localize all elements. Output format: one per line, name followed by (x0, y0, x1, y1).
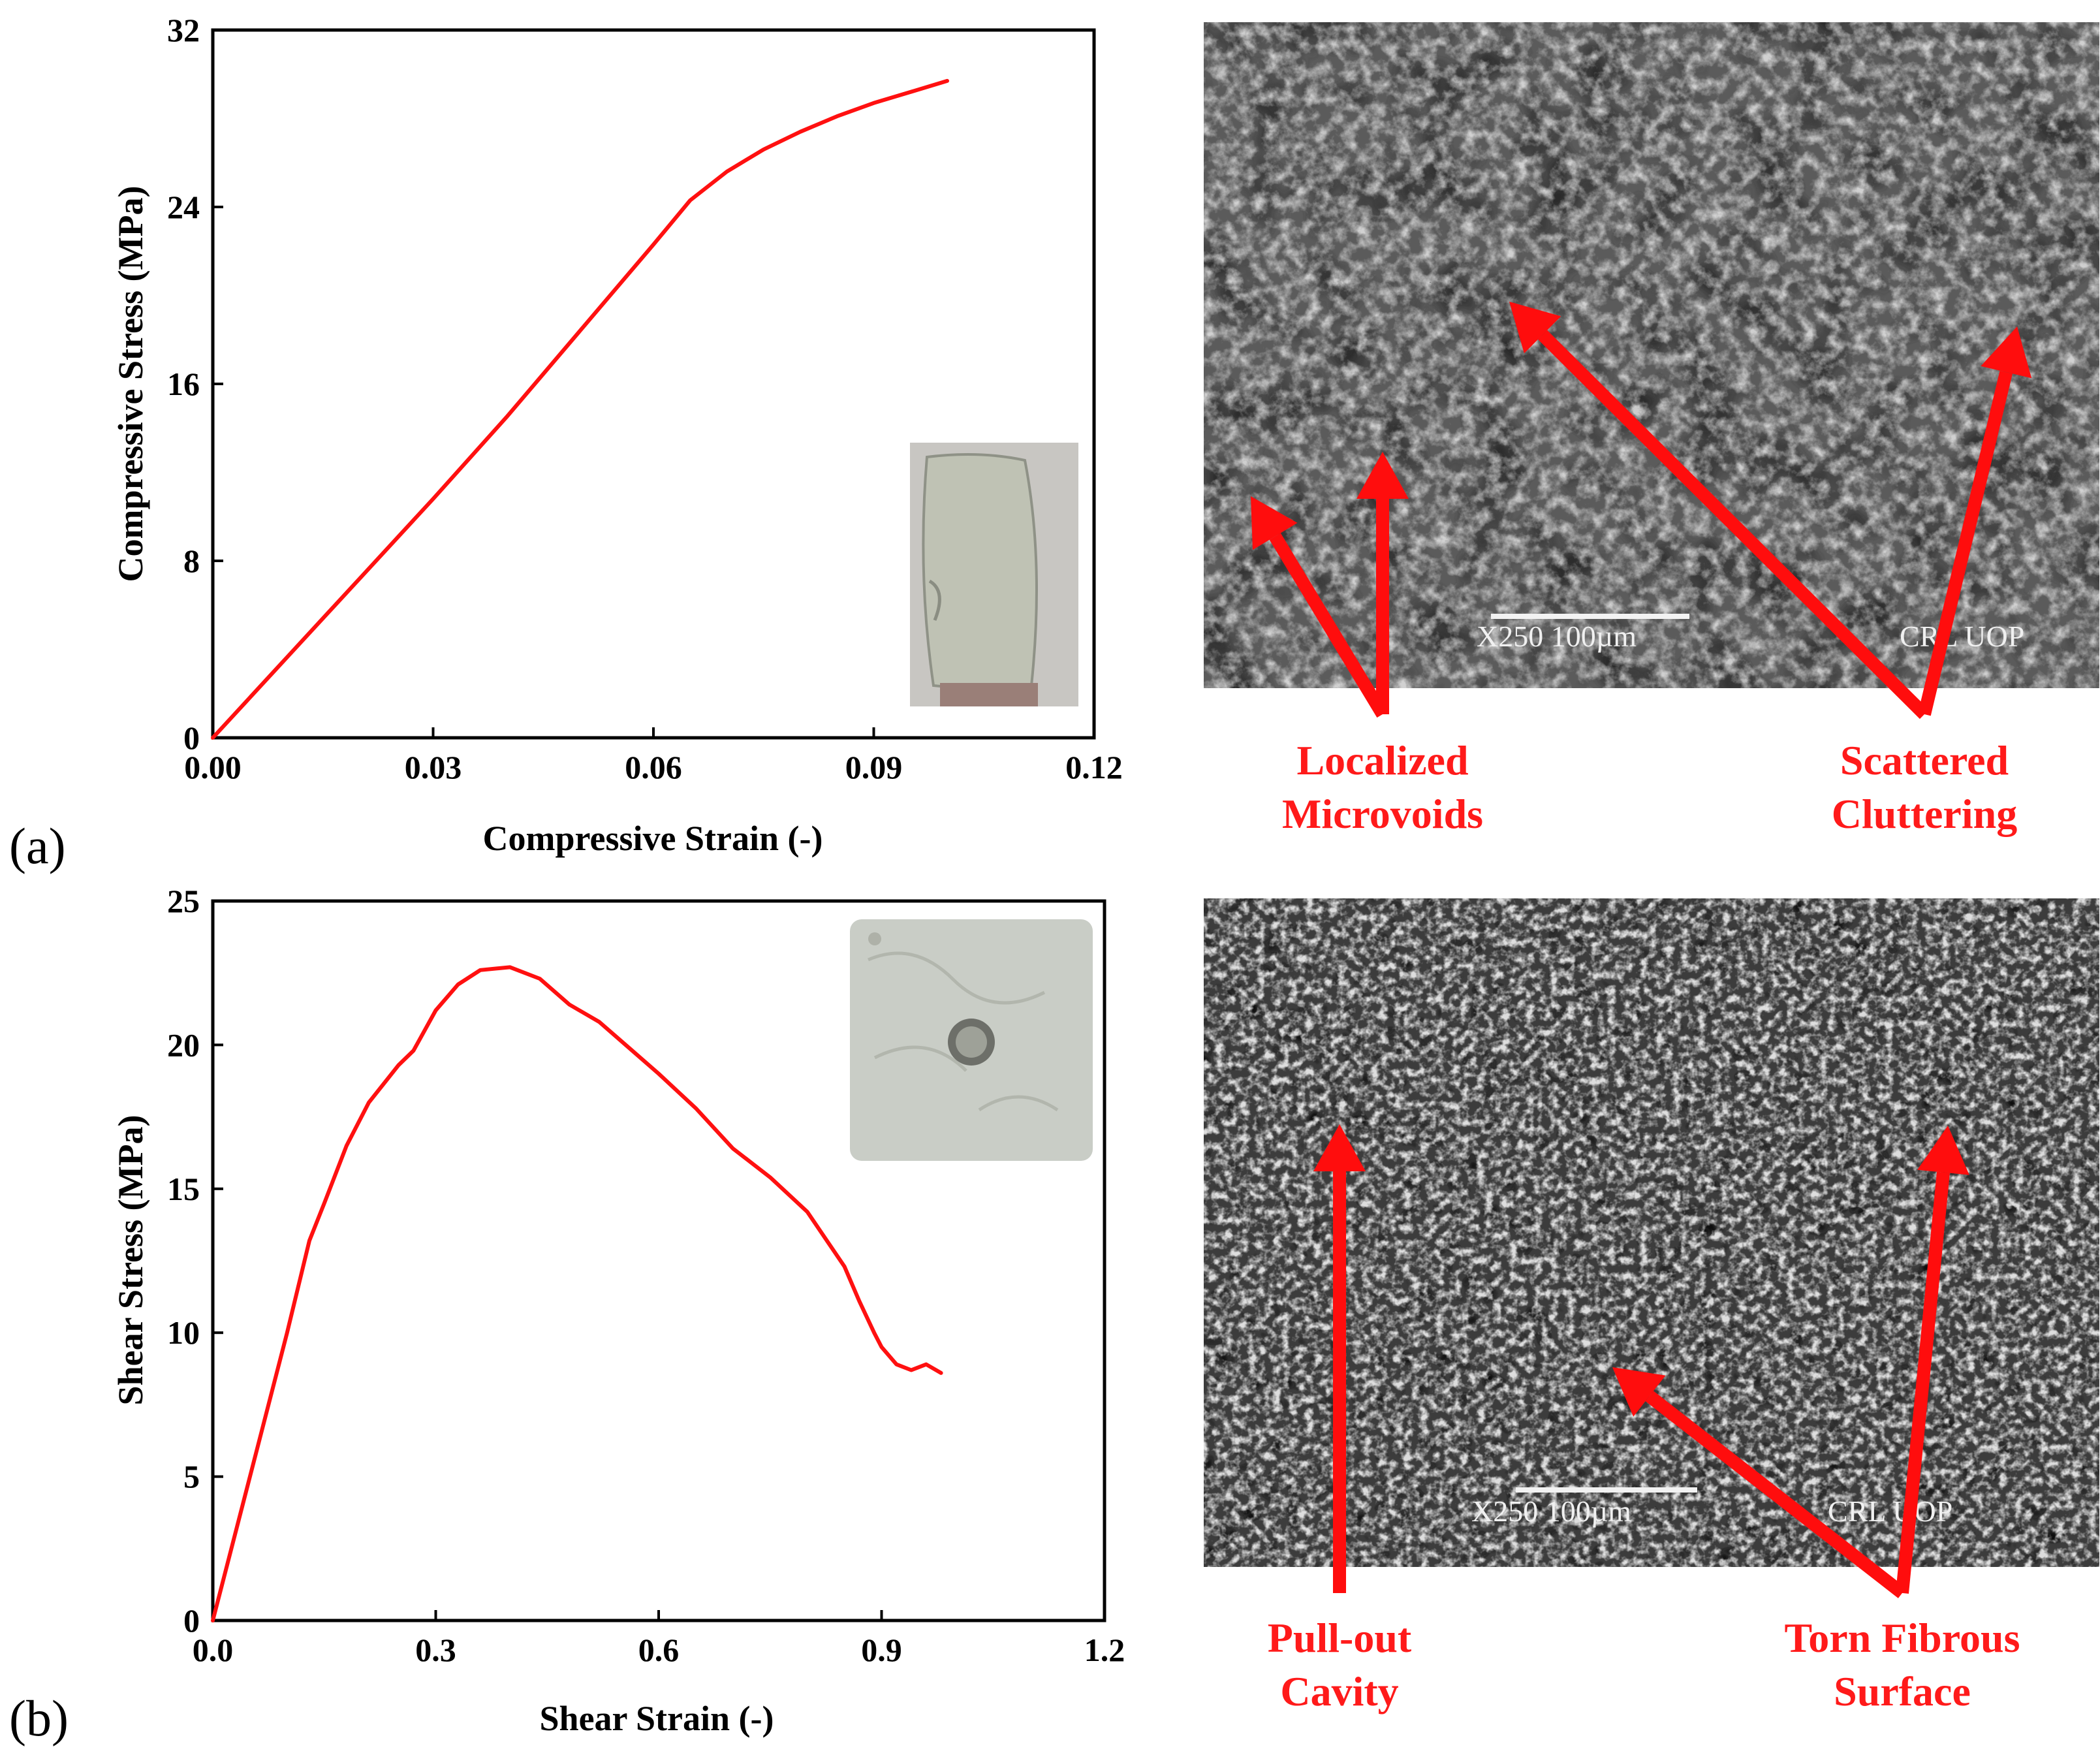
sem-top-lab-text: CRL UOP (1900, 620, 2024, 653)
chart-b-inset-specimen-photo (849, 917, 1094, 1161)
chart-b-ytick-label: 5 (183, 1459, 200, 1495)
sem-bottom-scale-text: X250 100µm (1471, 1494, 1631, 1528)
chart-a-series-line (211, 78, 949, 740)
chart-b: 0.0 0.3 0.6 0.9 1.2 0 5 10 15 20 25 Shear Strain (… (9, 883, 1125, 1747)
chart-a-xtick-label: 0.09 (845, 749, 903, 785)
chart-a-ytick-label: 8 (183, 543, 200, 579)
annot-torn-fibrous: Torn Fibrous (1784, 1615, 2020, 1661)
chart-b-ytick-label: 15 (167, 1171, 200, 1207)
panel-label-a: (a) (9, 817, 66, 874)
annot-localized: Localized (1296, 737, 1468, 783)
chart-b-xtick-label: 0.3 (415, 1632, 456, 1668)
annot-microvoids: Microvoids (1282, 791, 1483, 837)
chart-b-ticks: 0.0 0.3 0.6 0.9 1.2 0 5 10 15 20 25 (167, 883, 1125, 1668)
chart-a-inset-specimen-photo (910, 443, 1078, 706)
arrow-scattered-left (1509, 302, 1930, 719)
arrow-torn-left (1612, 1367, 1907, 1598)
chart-a-xtick-label: 0.06 (625, 749, 682, 785)
chart-b-xtick-label: 0.6 (638, 1632, 680, 1668)
chart-a-xtick-label: 0.12 (1065, 749, 1123, 785)
chart-b-ylabel: Shear Stress (MPa) (111, 1115, 150, 1406)
chart-b-xtick-label: 0.0 (193, 1632, 234, 1668)
arrow-localized-left (1251, 496, 1388, 718)
chart-a: 0.00 0.03 0.06 0.09 0.12 0 8 16 24 32 Compressive… (9, 12, 1123, 874)
chart-a-ytick-label: 16 (167, 366, 200, 402)
arrow-scattered-right (1918, 326, 2032, 716)
annotation-labels: Localized Microvoids Scattered Clutterin… (1268, 737, 2020, 1715)
annot-pull-out: Pull-out (1268, 1615, 1412, 1661)
chart-a-xlabel: Compressive Strain (-) (483, 819, 823, 858)
sem-top-scale-text: X250 100µm (1477, 620, 1637, 653)
chart-a-ytick-label: 32 (167, 12, 200, 48)
chart-b-ytick-label: 0 (183, 1602, 200, 1639)
sem-image-top: X250 100µm CRL UOP (1204, 22, 2099, 688)
chart-a-ylabel: Compressive Stress (MPa) (111, 186, 150, 582)
chart-b-xtick-label: 1.2 (1084, 1632, 1125, 1668)
chart-b-ytick-label: 20 (167, 1026, 200, 1063)
chart-b-xtick-label: 0.9 (861, 1632, 902, 1668)
arrow-localized-right (1356, 452, 1409, 714)
panel-label-b: (b) (9, 1690, 69, 1747)
chart-a-ytick-label: 24 (167, 189, 200, 225)
chart-b-ytick-label: 25 (167, 883, 200, 919)
annot-cluttering: Cluttering (1832, 791, 2017, 837)
sem-bottom-lab-text: CRL UOP (1828, 1494, 1952, 1528)
chart-a-xtick-label: 0.03 (405, 749, 462, 785)
chart-a-ytick-label: 0 (183, 719, 200, 756)
arrow-pull-out (1313, 1124, 1366, 1593)
annot-scattered: Scattered (1840, 737, 2009, 783)
annot-cavity: Cavity (1280, 1668, 1398, 1715)
sem-image-bottom: X250 100µm CRL UOP (1204, 898, 2099, 1567)
chart-a-xtick-label: 0.00 (184, 749, 242, 785)
arrow-torn-right (1896, 1126, 1969, 1594)
chart-b-ytick-label: 10 (167, 1314, 200, 1351)
annotation-arrows (1251, 302, 2032, 1598)
chart-a-ticks: 0.00 0.03 0.06 0.09 0.12 0 8 16 24 32 (167, 12, 1123, 785)
annot-surface: Surface (1834, 1668, 1971, 1715)
chart-b-series-line (211, 965, 943, 1622)
chart-b-xlabel: Shear Strain (-) (540, 1699, 774, 1738)
